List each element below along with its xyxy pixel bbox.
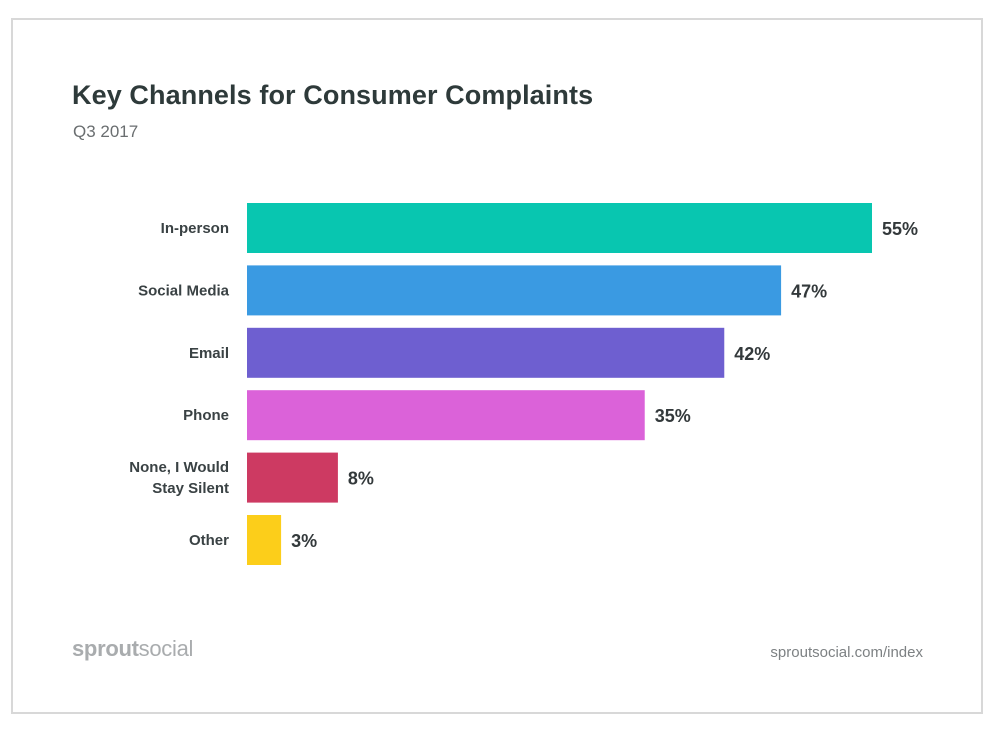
category-label-line: Phone <box>183 407 229 424</box>
bar-4 <box>247 452 338 503</box>
category-label-line: Email <box>189 345 229 362</box>
bar-3 <box>247 390 645 441</box>
source-url: sproutsocial.com/index <box>770 644 923 661</box>
bar-0 <box>247 203 872 253</box>
category-label-line: In-person <box>161 220 229 237</box>
chart-subtitle: Q3 2017 <box>73 122 139 141</box>
category-label-1: Social Media <box>138 282 230 299</box>
value-label-4: 8% <box>348 469 374 489</box>
value-label-3: 35% <box>655 406 691 426</box>
category-label-line: Other <box>189 532 229 549</box>
brand-logo-light: social <box>138 636 194 661</box>
value-label-0: 55% <box>882 219 918 239</box>
brand-logo-bold: sprout <box>72 636 139 661</box>
value-label-2: 42% <box>734 344 770 364</box>
category-label-3: Phone <box>183 407 229 424</box>
category-label-line: None, I Would <box>129 459 229 476</box>
value-label-1: 47% <box>791 281 827 301</box>
bar-5 <box>247 515 282 565</box>
brand-logo: sproutsocial <box>72 636 193 662</box>
category-label-2: Email <box>189 345 229 362</box>
bar-2 <box>247 327 725 378</box>
value-label-5: 3% <box>291 531 317 551</box>
chart-title: Key Channels for Consumer Complaints <box>72 80 594 110</box>
bar-1 <box>247 265 782 316</box>
category-label-line: Stay Silent <box>152 480 229 497</box>
category-label-4: None, I Would Stay Silent <box>129 459 229 497</box>
category-label-0: In-person <box>161 220 229 237</box>
category-label-5: Other <box>189 532 229 549</box>
category-label-line: Social Media <box>138 282 230 299</box>
